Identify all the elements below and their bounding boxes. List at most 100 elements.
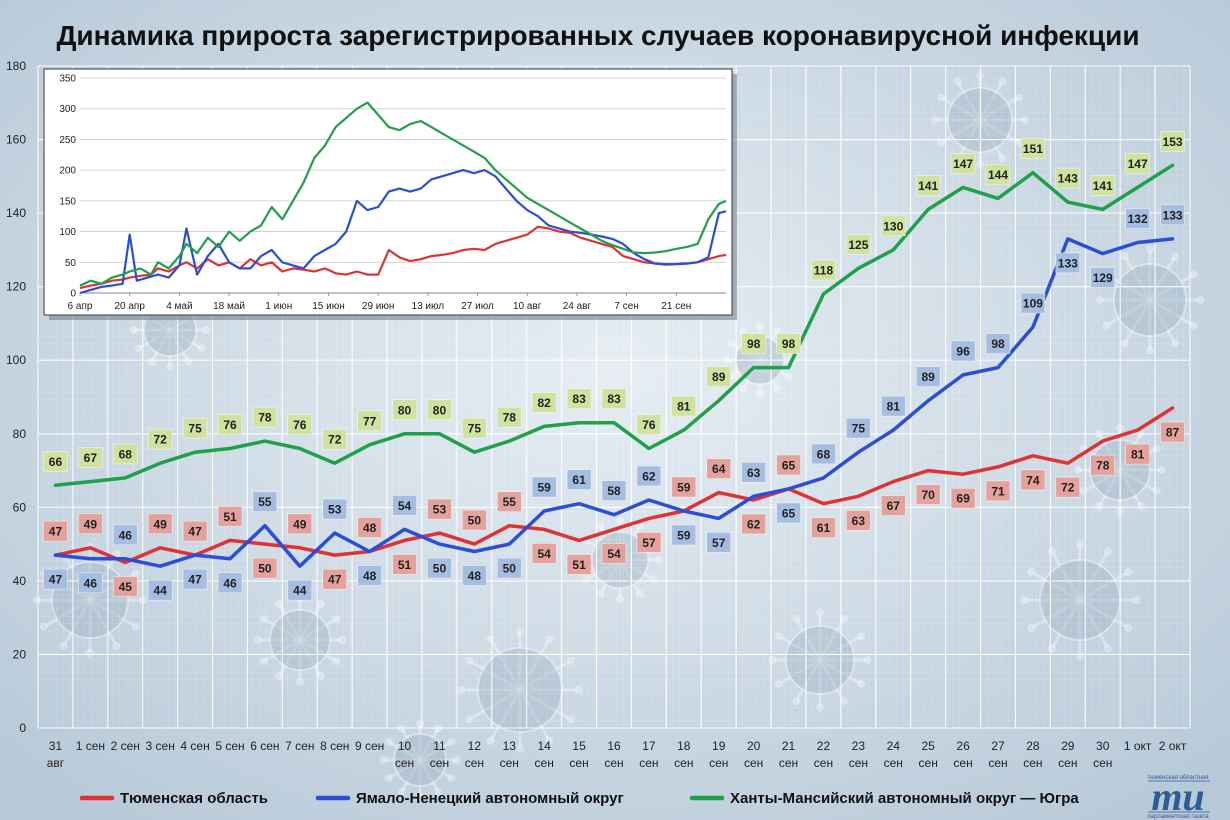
- data-label-value: 53: [328, 503, 342, 517]
- virus-spike: [388, 741, 421, 762]
- x-tick-line: сен: [430, 756, 449, 770]
- data-label-value: 81: [887, 400, 901, 414]
- data-label-value: 47: [328, 573, 342, 587]
- data-label: 133: [1055, 252, 1081, 274]
- data-label: 55: [252, 491, 278, 513]
- data-label-value: 76: [642, 418, 656, 432]
- inset-x-tick-label: 10 авг: [513, 301, 542, 312]
- virus-spike-tip: [486, 736, 495, 745]
- inset-y-tick-label: 50: [65, 258, 77, 269]
- data-label-value: 47: [49, 525, 63, 539]
- inset-x-tick-label: 29 июн: [362, 301, 395, 312]
- inset-x-tick-label: 6 апр: [68, 301, 93, 312]
- data-label-value: 62: [642, 469, 656, 483]
- data-label: 125: [846, 233, 871, 255]
- data-label: 48: [357, 517, 382, 538]
- data-label-value: 68: [817, 447, 831, 461]
- data-label: 72: [322, 428, 348, 450]
- chart-title: Динамика прироста зарегистрированных слу…: [56, 20, 1139, 51]
- data-label-value: 109: [1023, 297, 1043, 311]
- y-tick-label: 100: [6, 353, 26, 367]
- data-label-box: [322, 428, 348, 450]
- data-label-value: 61: [572, 473, 586, 487]
- x-tick-line: 28: [1026, 739, 1040, 753]
- inset-y-tick-label: 0: [70, 289, 76, 300]
- logo-mark: mu: [1151, 774, 1204, 819]
- data-label-value: 50: [433, 562, 447, 576]
- data-label: 118: [811, 259, 836, 281]
- data-label-value: 58: [607, 484, 621, 498]
- data-label-box: [43, 450, 68, 472]
- data-label: 89: [915, 366, 941, 387]
- data-label: 69: [950, 487, 976, 509]
- data-label-box: [392, 554, 417, 575]
- data-label: 53: [322, 498, 348, 520]
- inset-y-tick-label: 200: [59, 166, 76, 177]
- data-label-box: [1090, 175, 1116, 196]
- data-label-box: [776, 502, 801, 524]
- data-label-box: [601, 480, 627, 501]
- data-label-box: [811, 443, 836, 465]
- data-label: 59: [531, 476, 557, 498]
- x-tick-label: 22 сен: [814, 739, 833, 770]
- data-label-value: 71: [991, 484, 1005, 498]
- data-label-value: 49: [84, 517, 98, 531]
- x-tick-line: сен: [1093, 756, 1112, 770]
- x-tick-line: сен: [988, 756, 1007, 770]
- x-tick-line: 29: [1061, 739, 1075, 753]
- data-label-box: [601, 388, 627, 410]
- data-label-value: 47: [188, 525, 202, 539]
- x-tick-line: сен: [1058, 756, 1077, 770]
- data-label: 133: [1160, 204, 1185, 226]
- virus-spike-tip: [384, 774, 393, 783]
- series-lines: [53, 163, 1175, 568]
- x-tick-line: 9 сен: [355, 739, 384, 753]
- data-label-value: 141: [1093, 179, 1113, 193]
- data-label-box: [182, 568, 208, 590]
- data-label-value: 48: [363, 569, 377, 583]
- data-label: 143: [1055, 167, 1081, 189]
- data-label: 46: [217, 572, 243, 594]
- data-label: 61: [811, 517, 836, 538]
- y-tick-label: 0: [19, 721, 26, 735]
- x-tick-label: 21 сен: [779, 739, 798, 770]
- data-label: 47: [43, 568, 68, 590]
- x-tick-line: сен: [604, 756, 623, 770]
- data-label: 76: [636, 414, 662, 435]
- data-label-value: 55: [258, 495, 272, 509]
- data-label-box: [636, 532, 662, 553]
- data-label-value: 44: [154, 584, 168, 598]
- data-label-box: [1020, 469, 1046, 491]
- data-label: 54: [392, 495, 417, 516]
- data-label-box: [811, 517, 836, 538]
- x-tick-line: 20: [747, 739, 761, 753]
- y-tick-label: 60: [13, 500, 27, 514]
- inset-y-tick-label: 350: [59, 74, 76, 85]
- data-label-box: [915, 366, 941, 387]
- data-label-box: [531, 543, 557, 564]
- x-tick-label: 23 сен: [849, 739, 868, 770]
- data-label-value: 76: [293, 418, 307, 432]
- data-label-box: [43, 568, 68, 590]
- data-label-value: 49: [293, 517, 307, 531]
- data-label-value: 133: [1163, 208, 1183, 222]
- data-label-box: [671, 395, 697, 417]
- data-label: 87: [1160, 421, 1185, 443]
- data-label: 66: [43, 450, 68, 472]
- data-label-value: 129: [1093, 271, 1113, 285]
- x-tick-line: 12: [468, 739, 482, 753]
- x-tick-label: 4 сен: [180, 739, 209, 753]
- data-label-value: 45: [119, 580, 133, 594]
- inset-series-lines: [79, 101, 727, 295]
- data-label: 70: [915, 484, 941, 505]
- inset-y-tick-label: 300: [59, 104, 76, 115]
- data-label-box: [1090, 454, 1116, 476]
- x-tick-line: 21: [782, 739, 796, 753]
- data-label-value: 72: [1061, 481, 1075, 495]
- x-tick-label: 16 сен: [604, 739, 623, 770]
- data-label-box: [357, 410, 382, 432]
- virus-spike-tip: [516, 744, 524, 753]
- x-tick-line: 19: [712, 739, 726, 753]
- inset-x-tick-label: 18 май: [213, 301, 245, 312]
- data-label-box: [43, 520, 68, 542]
